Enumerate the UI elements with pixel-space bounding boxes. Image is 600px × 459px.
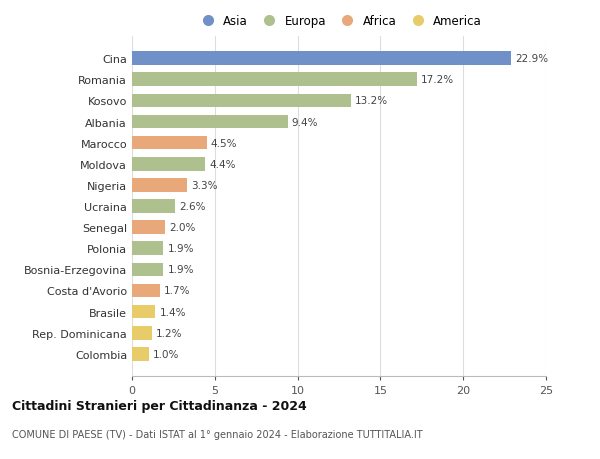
Bar <box>132 94 350 108</box>
Bar <box>132 326 152 340</box>
Bar <box>132 305 155 319</box>
Text: 9.4%: 9.4% <box>292 117 319 127</box>
Bar <box>132 284 160 298</box>
Bar <box>132 157 205 171</box>
Text: Cittadini Stranieri per Cittadinanza - 2024: Cittadini Stranieri per Cittadinanza - 2… <box>12 399 307 412</box>
Text: 17.2%: 17.2% <box>421 75 454 85</box>
Text: 2.6%: 2.6% <box>179 202 206 212</box>
Text: 22.9%: 22.9% <box>515 54 548 64</box>
Bar <box>132 179 187 192</box>
Text: 13.2%: 13.2% <box>355 96 388 106</box>
Text: 4.4%: 4.4% <box>209 159 236 169</box>
Bar <box>132 115 287 129</box>
Text: 4.5%: 4.5% <box>211 138 237 148</box>
Text: 1.9%: 1.9% <box>167 265 194 275</box>
Text: COMUNE DI PAESE (TV) - Dati ISTAT al 1° gennaio 2024 - Elaborazione TUTTITALIA.I: COMUNE DI PAESE (TV) - Dati ISTAT al 1° … <box>12 429 422 439</box>
Bar <box>132 263 163 277</box>
Bar <box>132 200 175 213</box>
Text: 1.9%: 1.9% <box>167 244 194 254</box>
Bar <box>132 136 206 150</box>
Text: 1.7%: 1.7% <box>164 286 191 296</box>
Text: 1.2%: 1.2% <box>156 328 182 338</box>
Legend: Asia, Europa, Africa, America: Asia, Europa, Africa, America <box>196 16 482 28</box>
Bar <box>132 347 149 361</box>
Text: 2.0%: 2.0% <box>169 223 196 233</box>
Bar <box>132 221 165 235</box>
Text: 1.0%: 1.0% <box>152 349 179 359</box>
Bar <box>132 52 511 66</box>
Text: 3.3%: 3.3% <box>191 180 217 190</box>
Bar <box>132 73 417 87</box>
Bar <box>132 242 163 256</box>
Text: 1.4%: 1.4% <box>160 307 186 317</box>
